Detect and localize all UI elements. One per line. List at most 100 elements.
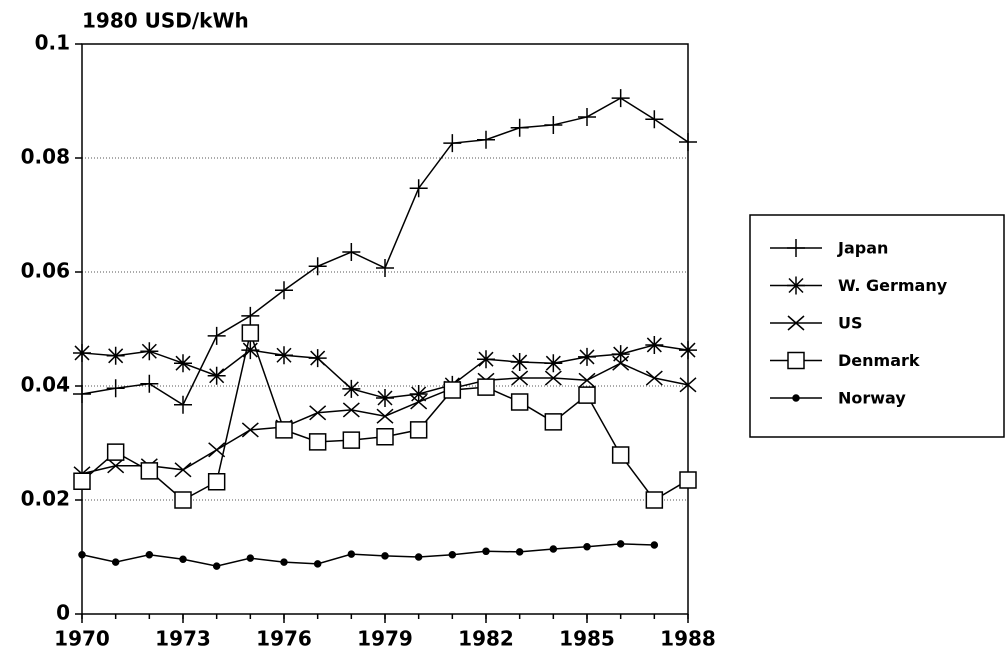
data-point — [679, 341, 697, 360]
data-point — [477, 130, 495, 149]
data-point — [611, 345, 630, 364]
y-tick-label: 0.04 — [21, 373, 70, 397]
legend-label: Denmark — [838, 351, 920, 370]
data-point — [275, 281, 293, 300]
data-point — [679, 377, 697, 393]
data-point — [280, 558, 288, 566]
data-point — [544, 354, 563, 373]
x-tick-label: 1970 — [54, 627, 110, 651]
data-point — [347, 550, 356, 558]
y-tick-label: 0.06 — [21, 259, 70, 283]
data-point — [616, 540, 625, 548]
data-point — [511, 370, 529, 386]
data-point — [145, 551, 154, 559]
data-point — [645, 110, 664, 129]
data-point — [645, 491, 664, 509]
data-point — [241, 422, 259, 438]
data-point — [544, 370, 562, 386]
data-point — [78, 551, 86, 559]
data-point — [207, 326, 226, 345]
data-point — [179, 555, 187, 563]
series-line — [81, 97, 689, 406]
data-point — [241, 341, 260, 360]
data-point — [342, 379, 361, 398]
data-point — [275, 346, 293, 365]
data-point — [679, 471, 697, 489]
data-point — [510, 353, 529, 372]
legend-marker — [787, 276, 805, 295]
data-point — [549, 545, 558, 553]
data-point — [140, 342, 159, 361]
data-point — [308, 257, 327, 276]
data-point — [174, 354, 192, 373]
data-point — [611, 89, 630, 108]
data-point — [583, 543, 591, 551]
data-point — [73, 472, 91, 490]
data-point — [207, 473, 226, 491]
data-point — [376, 408, 394, 424]
data-point — [212, 562, 221, 570]
data-point — [275, 421, 293, 439]
data-point — [106, 346, 125, 365]
y-tick-label: 0.02 — [21, 487, 70, 511]
data-point — [313, 560, 322, 568]
data-point — [174, 395, 192, 414]
x-tick-label: 1985 — [559, 627, 615, 651]
data-point — [111, 558, 120, 566]
x-tick-label: 1973 — [155, 627, 211, 651]
legend-marker — [787, 351, 805, 370]
data-point — [106, 443, 125, 461]
data-point — [73, 343, 91, 362]
data-point — [611, 446, 630, 464]
data-point — [309, 405, 327, 421]
x-tick-label: 1976 — [256, 627, 312, 651]
data-point — [612, 355, 630, 371]
legend-marker — [787, 239, 805, 257]
data-point — [679, 133, 697, 152]
data-point — [174, 491, 192, 509]
x-tick-label: 1982 — [458, 627, 514, 651]
legend-marker — [792, 394, 800, 402]
data-point — [381, 552, 389, 560]
legend-label: Norway — [838, 389, 906, 408]
data-point — [246, 554, 255, 562]
x-tick-label: 1979 — [357, 627, 413, 651]
data-point — [207, 366, 226, 385]
data-point — [477, 378, 495, 396]
data-point — [342, 402, 360, 418]
data-point — [308, 433, 327, 451]
legend-label: W. Germany — [838, 276, 948, 295]
data-point — [342, 431, 361, 449]
legend-marker — [787, 315, 805, 331]
series-line — [81, 362, 689, 475]
data-point — [578, 347, 596, 366]
data-point — [515, 548, 524, 556]
data-point — [645, 370, 663, 386]
data-point — [578, 107, 596, 126]
y-axis-label: 1980 USD/kWh — [82, 9, 249, 33]
data-point — [342, 243, 361, 262]
x-tick-label: 1988 — [660, 627, 716, 651]
data-point — [414, 553, 423, 561]
data-point — [443, 381, 462, 399]
data-point — [409, 384, 428, 403]
data-point — [578, 386, 596, 404]
data-point — [443, 134, 462, 153]
data-point — [482, 547, 490, 555]
data-point — [410, 394, 428, 410]
data-point — [376, 388, 394, 407]
data-point — [448, 551, 457, 559]
data-point — [376, 259, 394, 278]
data-point — [241, 324, 260, 342]
data-point — [208, 442, 226, 458]
series-line — [81, 543, 655, 567]
data-point — [510, 118, 529, 137]
y-tick-label: 0.1 — [35, 31, 70, 55]
data-point — [544, 115, 563, 134]
data-point — [174, 462, 192, 478]
data-point — [308, 349, 327, 368]
legend-label: US — [838, 314, 863, 333]
data-point — [376, 427, 394, 446]
data-point — [650, 541, 659, 549]
data-point — [73, 384, 91, 403]
